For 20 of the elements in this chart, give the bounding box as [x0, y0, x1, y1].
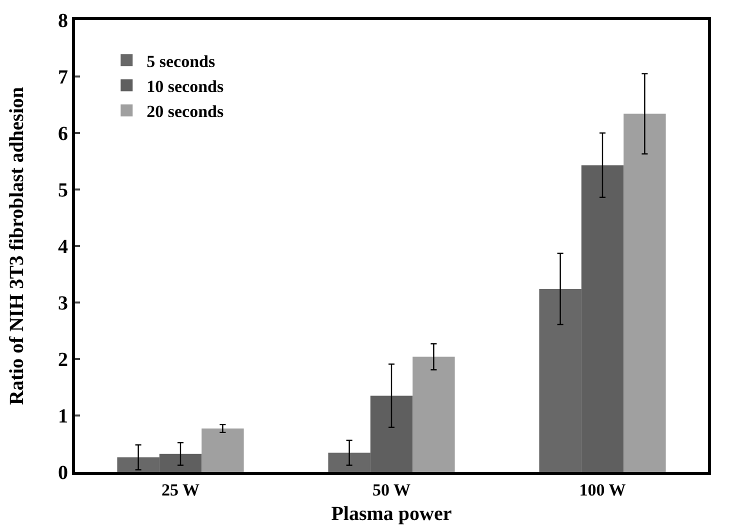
- y-tick-label: 2: [58, 349, 68, 371]
- bar: [412, 356, 455, 472]
- legend-label: 20 seconds: [146, 102, 224, 121]
- y-tick-label: 7: [58, 66, 68, 88]
- legend-label: 10 seconds: [146, 76, 224, 96]
- x-axis-title: Plasma power: [331, 502, 452, 525]
- y-tick-label: 1: [58, 406, 68, 428]
- y-tick-label: 6: [58, 123, 68, 145]
- y-axis-title: Ratio of NIH 3T3 fibroblast adhesion: [6, 86, 28, 406]
- y-tick-label: 4: [58, 236, 68, 258]
- bar: [202, 428, 244, 472]
- legend-label: 5 seconds: [146, 52, 216, 71]
- x-tick-label: 25 W: [162, 480, 200, 500]
- y-tick-label: 5: [58, 180, 68, 202]
- bar: [624, 114, 666, 472]
- y-tick-label: 3: [58, 292, 68, 314]
- x-tick-label: 50 W: [372, 480, 410, 500]
- x-tick-label: 100 W: [579, 480, 626, 500]
- y-tick-label: 0: [58, 462, 68, 484]
- y-tick-label: 8: [58, 10, 68, 32]
